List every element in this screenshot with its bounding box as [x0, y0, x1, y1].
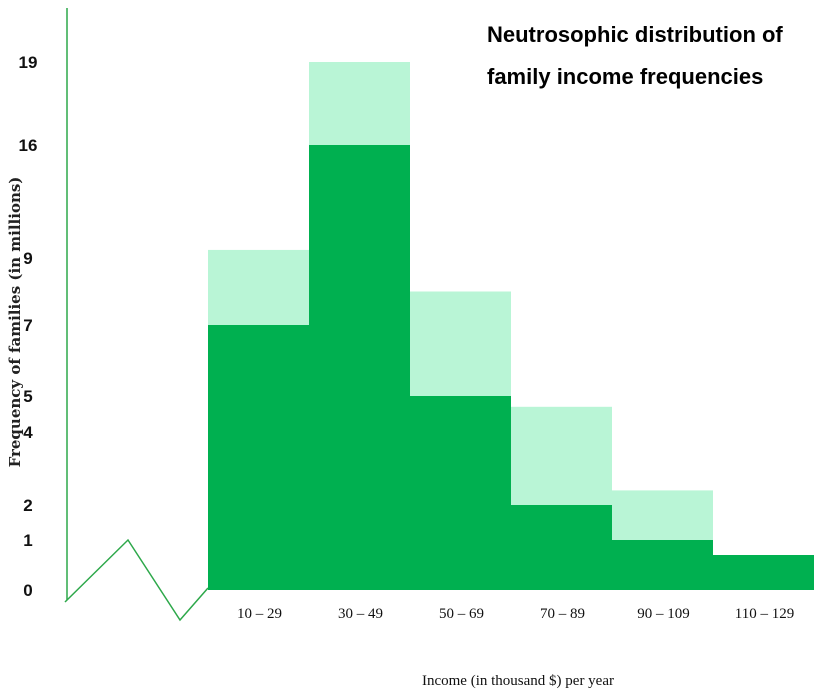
y-tick-labels: 0 1 2 4 5 7 9 16 19 — [19, 53, 38, 600]
x-tick-label: 90 – 109 — [637, 606, 690, 622]
y-tick-label: 7 — [23, 316, 32, 335]
y-tick-label: 4 — [23, 423, 33, 442]
y-tick-label: 1 — [23, 531, 32, 550]
y-tick-label: 9 — [23, 249, 32, 268]
x-tick-labels: 10 – 29 30 – 49 50 – 69 70 – 89 90 – 109 110 … — [237, 606, 794, 622]
x-axis-label: Income (in thousand $) per year — [422, 673, 614, 689]
x-tick-label: 30 – 49 — [338, 606, 383, 622]
y-tick-label: 2 — [23, 496, 32, 515]
y-tick-label: 16 — [19, 136, 38, 155]
bar-lower — [612, 540, 713, 590]
y-tick-label: 5 — [23, 387, 32, 406]
bar-lower — [713, 555, 814, 590]
x-tick-label: 110 – 129 — [735, 606, 794, 622]
y-tick-label: 19 — [19, 53, 38, 72]
axis-break-zigzag — [64, 538, 209, 622]
bars-group — [208, 62, 814, 590]
chart-title-line-2: family income frequencies — [487, 64, 763, 89]
bar-lower — [410, 396, 511, 590]
y-axis-label: Frequency of families (in millions) — [6, 177, 24, 468]
bar-lower — [309, 145, 410, 590]
y-tick-label: 0 — [23, 581, 32, 600]
x-tick-label: 70 – 89 — [540, 606, 585, 622]
bar-lower — [208, 325, 309, 590]
x-tick-label: 10 – 29 — [237, 606, 282, 622]
x-tick-label: 50 – 69 — [439, 606, 484, 622]
axes — [64, 8, 209, 622]
bar-lower — [511, 505, 612, 590]
chart-title-line-1: Neutrosophic distribution of — [487, 22, 783, 47]
